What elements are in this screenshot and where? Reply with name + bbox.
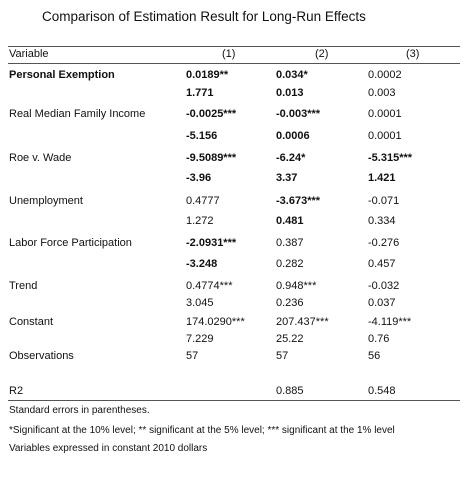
observations-col3: 56 [368,350,381,362]
se-trend-col3: 0.037 [368,297,396,309]
coef-constant-col1: 174.0290*** [186,316,245,328]
coef-roe-col3: -5.315*** [368,152,413,164]
observations-col1: 57 [186,350,199,362]
header-variable: Variable [9,48,49,60]
coef-trend-col1: 0.4774*** [186,280,233,292]
table-title: Comparison of Estimation Result for Long… [42,9,366,24]
se-labor-col1: -3.248 [186,258,218,270]
header-col-2: (2) [315,48,329,60]
observations-col2: 57 [276,350,289,362]
table-bottom-rule [8,400,460,401]
coef-income-col2: -0.003*** [276,108,321,120]
se-trend-col1: 3.045 [186,297,214,309]
note-significance: *Significant at the 10% level; ** signif… [9,425,395,436]
coef-roe-col1: -9.5089*** [186,152,237,164]
note-standard-errors: Standard errors in parentheses. [9,405,150,416]
note-constant-dollars: Variables expressed in constant 2010 dol… [9,443,208,454]
header-col-1: (1) [222,48,236,60]
se-trend-col2: 0.236 [276,297,304,309]
coef-labor-col1: -2.0931*** [186,237,237,249]
se-unemployment-col2: 0.481 [276,215,304,227]
coef-personal-exemption-col3: 0.0002 [368,69,402,81]
coef-labor-col2: 0.387 [276,237,304,249]
row-label-labor-force-participation: Labor Force Participation [9,237,132,249]
se-labor-col2: 0.282 [276,258,304,270]
row-label-roe-v-wade: Roe v. Wade [9,152,72,164]
se-constant-col1: 7.229 [186,333,214,345]
coef-income-col3: 0.0001 [368,108,402,120]
se-income-col2: 0.0006 [276,130,310,142]
coef-trend-col3: -0.032 [368,280,400,292]
row-label-observations: Observations [9,350,74,362]
se-roe-col2: 3.37 [276,172,298,184]
coef-trend-col2: 0.948*** [276,280,317,292]
table-top-rule [8,46,460,47]
coef-personal-exemption-col2: 0.034* [276,69,308,81]
se-income-col1: -5.156 [186,130,218,142]
coef-income-col1: -0.0025*** [186,108,237,120]
row-label-real-median-family-income: Real Median Family Income [9,108,146,120]
se-labor-col3: 0.457 [368,258,396,270]
coef-labor-col3: -0.276 [368,237,400,249]
se-unemployment-col1: 1.272 [186,215,214,227]
header-bottom-rule [8,63,460,64]
se-unemployment-col3: 0.334 [368,215,396,227]
r2-col3: 0.548 [368,385,396,397]
header-col-3: (3) [406,48,420,60]
coef-unemployment-col3: -0.071 [368,195,400,207]
coef-roe-col2: -6.24* [276,152,306,164]
coef-unemployment-col1: 0.4777 [186,195,220,207]
row-label-personal-exemption: Personal Exemption [9,69,115,81]
row-label-constant: Constant [9,316,54,328]
se-roe-col3: 1.421 [368,172,396,184]
coef-personal-exemption-col1: 0.0189** [186,69,229,81]
se-roe-col1: -3.96 [186,172,212,184]
se-income-col3: 0.0001 [368,130,402,142]
coef-constant-col3: -4.119*** [368,316,412,328]
row-label-trend: Trend [9,280,38,292]
se-personal-exemption-col2: 0.013 [276,87,304,99]
se-personal-exemption-col1: 1.771 [186,87,214,99]
se-personal-exemption-col3: 0.003 [368,87,396,99]
se-constant-col3: 0.76 [368,333,390,345]
row-label-unemployment: Unemployment [9,195,83,207]
se-constant-col2: 25.22 [276,333,304,345]
coef-unemployment-col2: -3.673*** [276,195,321,207]
r2-col2: 0.885 [276,385,304,397]
coef-constant-col2: 207.437*** [276,316,329,328]
row-label-r2: R2 [9,385,24,397]
